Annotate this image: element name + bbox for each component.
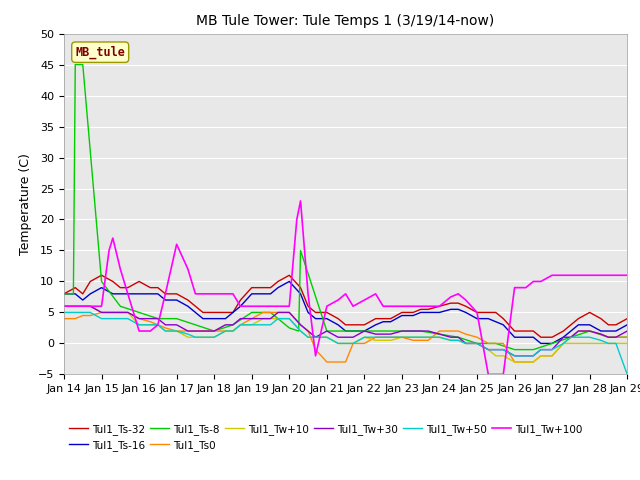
- Y-axis label: Temperature (C): Temperature (C): [19, 153, 33, 255]
- Legend: Tul1_Ts-32, Tul1_Ts-16, Tul1_Ts-8, Tul1_Ts0, Tul1_Tw+10, Tul1_Tw+30, Tul1_Tw+50,: Tul1_Ts-32, Tul1_Ts-16, Tul1_Ts-8, Tul1_…: [69, 424, 582, 451]
- Title: MB Tule Tower: Tule Temps 1 (3/19/14-now): MB Tule Tower: Tule Temps 1 (3/19/14-now…: [196, 14, 495, 28]
- Text: MB_tule: MB_tule: [76, 46, 125, 59]
